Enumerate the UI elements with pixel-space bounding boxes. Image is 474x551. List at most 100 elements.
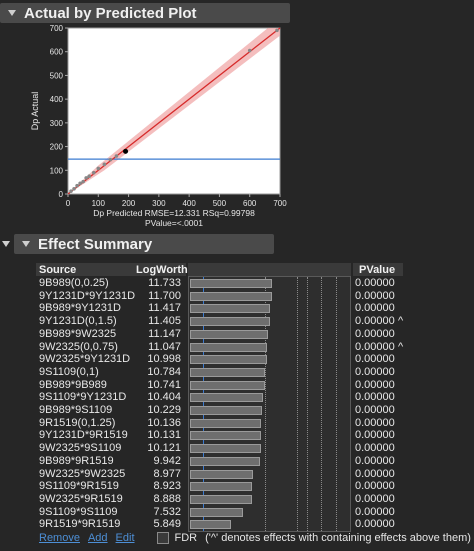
source-cell: 9W2325*9S1109 [39,442,122,455]
source-cell: 9S1109*9S1109 [39,505,118,518]
table-row[interactable]: 9S1109*9Y1231D 10.404 0.00000 [0,391,474,404]
data-point [72,186,76,191]
pvalue-cell: 0.00000 [355,391,395,404]
add-link[interactable]: Add [87,532,108,544]
table-row[interactable]: 9Y1231D*9Y1231D 11.700 0.00000 [0,290,474,303]
logworth-bar [190,520,231,530]
outer-disclosure-triangle-icon[interactable] [2,241,10,247]
remove-link[interactable]: Remove [39,532,80,544]
table-row[interactable]: 9W2325*9S1109 10.121 0.00000 [0,442,474,455]
table-row[interactable]: 9S1109*9R1519 8.923 0.00000 [0,480,474,493]
plot-subtitle: PValue=<.0001 [145,218,203,228]
source-cell: 9W2325(0,0.75) [39,340,118,353]
pvalue-cell: 0.00000 [355,353,395,366]
reference-line [321,277,322,531]
fdr-checkbox[interactable] [156,532,169,544]
x-tick-label: 200 [122,199,136,208]
effect-section-header[interactable]: Effect Summary [14,234,274,254]
source-cell: 9Y1231D*9R1519 [39,429,128,442]
table-row[interactable]: 9B989*9R1519 9.942 0.00000 [0,455,474,468]
logworth-bar [190,355,267,365]
table-header-bar [188,263,351,276]
table-row[interactable]: 9W2325*9R1519 8.888 0.00000 [0,493,474,506]
col-pvalue: PValue [359,263,396,276]
edit-link[interactable]: Edit [115,532,135,544]
table-row[interactable]: 9B989*9S1109 10.229 0.00000 [0,404,474,417]
data-point [96,166,101,171]
disclosure-triangle-icon[interactable] [8,10,16,16]
y-tick-label: 300 [50,119,64,128]
logworth-bar [190,380,265,390]
logworth-cell: 11.417 [148,302,181,315]
pvalue-cell: 0.00000 [355,505,395,518]
data-point [247,48,252,53]
pvalue-cell: 0.00000 [355,467,395,480]
data-point [108,157,113,162]
table-row[interactable]: 9B989*9W2325 11.147 0.00000 [0,328,474,341]
table-row[interactable]: 9R1519*9R1519 5.849 0.00000 [0,518,474,531]
x-tick-label: 300 [152,199,166,208]
plot-section-title: Actual by Predicted Plot [24,4,197,22]
logworth-cell: 10.131 [147,429,181,442]
pvalue-cell: 0.00000 [355,340,395,353]
table-row[interactable]: 9Y1231D(0,1.5) 11.405 0.00000 ^ [0,315,474,328]
data-point [91,170,96,175]
table-row[interactable]: 9B989(0,0.25) 11.733 0.00000 [0,277,474,290]
table-row[interactable]: 9S1109*9S1109 7.532 0.00000 [0,506,474,519]
logworth-bar [190,418,261,428]
table-row[interactable]: 9B989*9Y1231D 11.417 0.00000 [0,302,474,315]
y-axis-label: Dp Actual [30,92,40,131]
col-logworth: LogWorth [136,263,188,276]
data-point [75,183,79,188]
logworth-bar [190,482,252,492]
pvalue-cell: 0.00000 [355,416,395,429]
source-cell: 9B989*9R1519 [39,454,114,467]
table-row[interactable]: 9W2325*9Y1231D 10.998 0.00000 [0,353,474,366]
source-cell: 9W2325*9Y1231D [39,353,131,366]
table-row[interactable]: 9W2325(0,0.75) 11.047 0.00000 ^ [0,341,474,354]
reference-line [297,277,298,531]
logworth-cell: 11.405 [148,315,181,328]
logworth-cell: 9.942 [153,454,181,467]
table-row[interactable]: 9W2325*9W2325 8.977 0.00000 [0,468,474,481]
table-row[interactable]: 9B989*9B989 10.741 0.00000 [0,379,474,392]
logworth-bar [190,291,272,301]
logworth-bar [190,317,270,327]
pvalue-cell: 0.00000 [355,518,395,531]
x-axis-label: Dp Predicted RMSE=12.331 RSq=0.99798 [93,208,255,218]
source-cell: 9S1109(0,1) [39,365,99,378]
pvalue-cell: 0.00000 [355,277,395,289]
logworth-bar [190,456,260,466]
pvalue-cell: 0.00000 [355,315,395,328]
logworth-cell: 11.700 [148,289,181,302]
data-point [87,174,91,179]
pvalue-cell: 0.00000 [355,442,395,455]
containment-caret: ^ [398,315,404,328]
logworth-bar [190,279,272,288]
data-point [102,162,107,167]
data-point [114,154,119,158]
containment-caret: ^ [398,340,404,353]
disclosure-triangle-icon[interactable] [22,241,30,247]
effect-section-title: Effect Summary [38,235,153,253]
data-point [78,181,82,186]
logworth-cell: 11.147 [148,327,181,340]
fit-line [67,27,281,195]
table-row[interactable]: 9R1519(0,1.25) 10.136 0.00000 [0,417,474,430]
y-tick-label: 700 [50,24,64,33]
table-footer: Remove Add Edit FDR ('^' denotes effects… [39,531,471,545]
table-row[interactable]: 9Y1231D*9R1519 10.131 0.00000 [0,429,474,442]
pvalue-cell: 0.00000 [355,492,395,505]
y-tick-label: 100 [50,166,64,175]
reference-line-blue [203,277,204,531]
logworth-bar [190,494,252,504]
table-row[interactable]: 9S1109(0,1) 10.784 0.00000 [0,366,474,379]
logworth-cell: 11.733 [148,277,181,289]
pvalue-cell: 0.00000 [355,454,395,467]
pvalue-cell: 0.00000 [355,404,395,416]
data-point [69,189,73,193]
plot-section-header[interactable]: Actual by Predicted Plot [0,3,290,23]
plot-svg: 0 100 200 300 400 500 600 700 0 100 200 300 400 500 60… [30,24,287,228]
source-cell: 9W2325*9R1519 [39,492,123,505]
source-cell: 9B989*9S1109 [39,404,113,416]
